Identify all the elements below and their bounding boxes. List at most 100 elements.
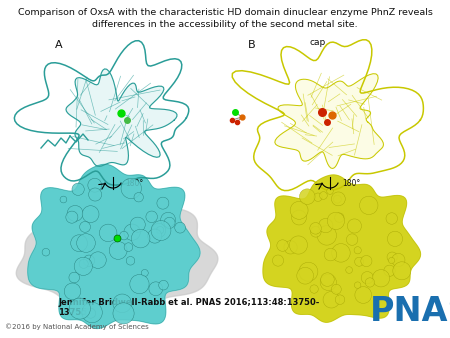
Circle shape <box>317 226 337 245</box>
Circle shape <box>321 273 334 286</box>
Circle shape <box>131 229 150 248</box>
Circle shape <box>86 308 96 318</box>
Circle shape <box>320 192 327 199</box>
Circle shape <box>320 274 337 290</box>
Circle shape <box>120 231 128 240</box>
Circle shape <box>354 282 361 288</box>
Circle shape <box>335 213 344 222</box>
Circle shape <box>372 270 390 287</box>
Circle shape <box>314 193 322 201</box>
Circle shape <box>66 211 78 223</box>
Circle shape <box>134 193 144 202</box>
Circle shape <box>152 223 166 238</box>
Circle shape <box>360 196 378 215</box>
Circle shape <box>71 235 87 251</box>
Text: 180°: 180° <box>125 178 143 188</box>
Circle shape <box>72 183 84 195</box>
Circle shape <box>297 267 314 284</box>
Text: A: A <box>55 40 63 50</box>
Circle shape <box>384 265 395 276</box>
Circle shape <box>82 206 99 223</box>
Circle shape <box>361 256 372 267</box>
Circle shape <box>354 247 361 254</box>
Circle shape <box>310 285 318 293</box>
Circle shape <box>323 291 340 308</box>
Circle shape <box>388 258 395 264</box>
Text: differences in the accessibility of the second metal site.: differences in the accessibility of the … <box>92 20 358 29</box>
Circle shape <box>124 243 133 251</box>
Circle shape <box>126 257 135 265</box>
Circle shape <box>284 241 297 254</box>
Circle shape <box>157 197 169 209</box>
Circle shape <box>393 262 411 280</box>
Circle shape <box>42 248 50 256</box>
Text: B: B <box>248 40 256 50</box>
Text: cap: cap <box>310 38 326 47</box>
Circle shape <box>299 262 318 281</box>
Circle shape <box>365 278 374 287</box>
Circle shape <box>355 287 372 304</box>
Text: PNAS: PNAS <box>370 295 450 328</box>
Circle shape <box>109 241 127 259</box>
Circle shape <box>299 189 315 204</box>
Circle shape <box>83 255 94 266</box>
Circle shape <box>332 244 350 262</box>
Circle shape <box>79 259 88 268</box>
Circle shape <box>121 178 141 199</box>
Circle shape <box>361 271 374 284</box>
Circle shape <box>331 192 345 206</box>
Polygon shape <box>263 175 420 322</box>
Circle shape <box>324 248 337 261</box>
Circle shape <box>392 254 405 267</box>
Circle shape <box>290 201 308 219</box>
Circle shape <box>80 221 90 232</box>
Circle shape <box>164 217 175 228</box>
Circle shape <box>151 221 171 240</box>
Circle shape <box>346 234 358 245</box>
Circle shape <box>347 219 361 233</box>
Text: ©2016 by National Academy of Sciences: ©2016 by National Academy of Sciences <box>5 323 149 330</box>
Circle shape <box>124 224 140 240</box>
Circle shape <box>333 195 341 203</box>
Circle shape <box>310 226 321 237</box>
Circle shape <box>175 222 185 233</box>
Circle shape <box>289 236 307 254</box>
Circle shape <box>141 269 148 276</box>
Circle shape <box>292 210 306 225</box>
Circle shape <box>331 284 341 294</box>
Circle shape <box>161 212 176 227</box>
Circle shape <box>88 178 102 192</box>
Polygon shape <box>66 69 177 166</box>
Circle shape <box>159 280 168 290</box>
Text: Jennifer Bridwell-Rabb et al. PNAS 2016;113:48:13750-
13755: Jennifer Bridwell-Rabb et al. PNAS 2016;… <box>58 298 320 317</box>
Circle shape <box>387 231 403 246</box>
Circle shape <box>99 224 117 242</box>
Circle shape <box>113 294 131 313</box>
Circle shape <box>149 282 163 296</box>
Circle shape <box>146 211 158 223</box>
Circle shape <box>130 217 145 232</box>
Circle shape <box>327 188 333 194</box>
Polygon shape <box>275 74 383 168</box>
Circle shape <box>355 257 364 266</box>
Text: 180°: 180° <box>342 178 360 188</box>
Circle shape <box>60 196 67 203</box>
Circle shape <box>113 303 134 324</box>
Circle shape <box>67 206 83 221</box>
Text: Comparison of OxsA with the characteristic HD domain dinuclear enzyme PhnZ revea: Comparison of OxsA with the characterist… <box>18 8 432 17</box>
Circle shape <box>69 298 90 319</box>
Circle shape <box>89 188 102 201</box>
Polygon shape <box>16 201 218 316</box>
Circle shape <box>74 257 92 275</box>
Circle shape <box>157 226 164 234</box>
Circle shape <box>319 218 333 233</box>
Circle shape <box>130 274 149 294</box>
Circle shape <box>76 234 95 252</box>
Circle shape <box>90 252 106 268</box>
Circle shape <box>148 229 162 243</box>
Circle shape <box>64 283 81 300</box>
Polygon shape <box>28 165 200 329</box>
Circle shape <box>335 295 345 305</box>
Circle shape <box>310 222 321 234</box>
Circle shape <box>346 267 352 273</box>
